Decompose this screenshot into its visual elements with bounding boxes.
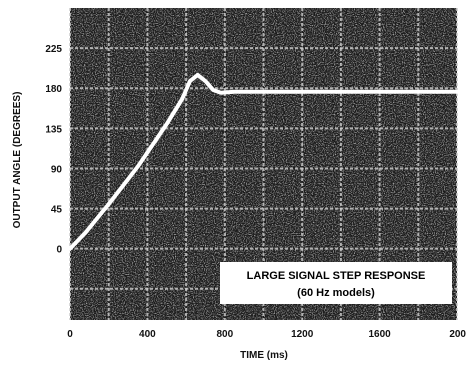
y-tick-label: 90 (51, 164, 63, 175)
x-tick-label: 0 (67, 329, 73, 340)
x-tick-label: 800 (216, 329, 233, 340)
annotation-line-1: LARGE SIGNAL STEP RESPONSE (247, 270, 426, 282)
x-tick-label: 200 (449, 329, 466, 340)
x-tick-label: 1200 (291, 329, 314, 340)
series-line (68, 72, 459, 251)
annotation-box (220, 262, 452, 304)
y-tick-label: 180 (45, 84, 62, 95)
y-tick-label: 45 (51, 205, 63, 216)
x-tick-label: 1600 (368, 329, 391, 340)
x-axis-title: TIME (ms) (240, 350, 288, 361)
y-tick-label: 225 (45, 44, 62, 55)
y-tick-labels: 0 45 90 135 180 225 (45, 44, 62, 256)
y-tick-label: 0 (56, 245, 62, 256)
x-tick-labels: 0 400 800 1200 1600 200 (67, 329, 466, 340)
y-axis-title: OUTPUT ANGLE (DEGREES) (12, 92, 23, 229)
x-tick-label: 400 (139, 329, 156, 340)
annotation-line-2: (60 Hz models) (297, 287, 375, 299)
y-tick-label: 135 (45, 124, 62, 135)
series-layer (68, 72, 459, 251)
